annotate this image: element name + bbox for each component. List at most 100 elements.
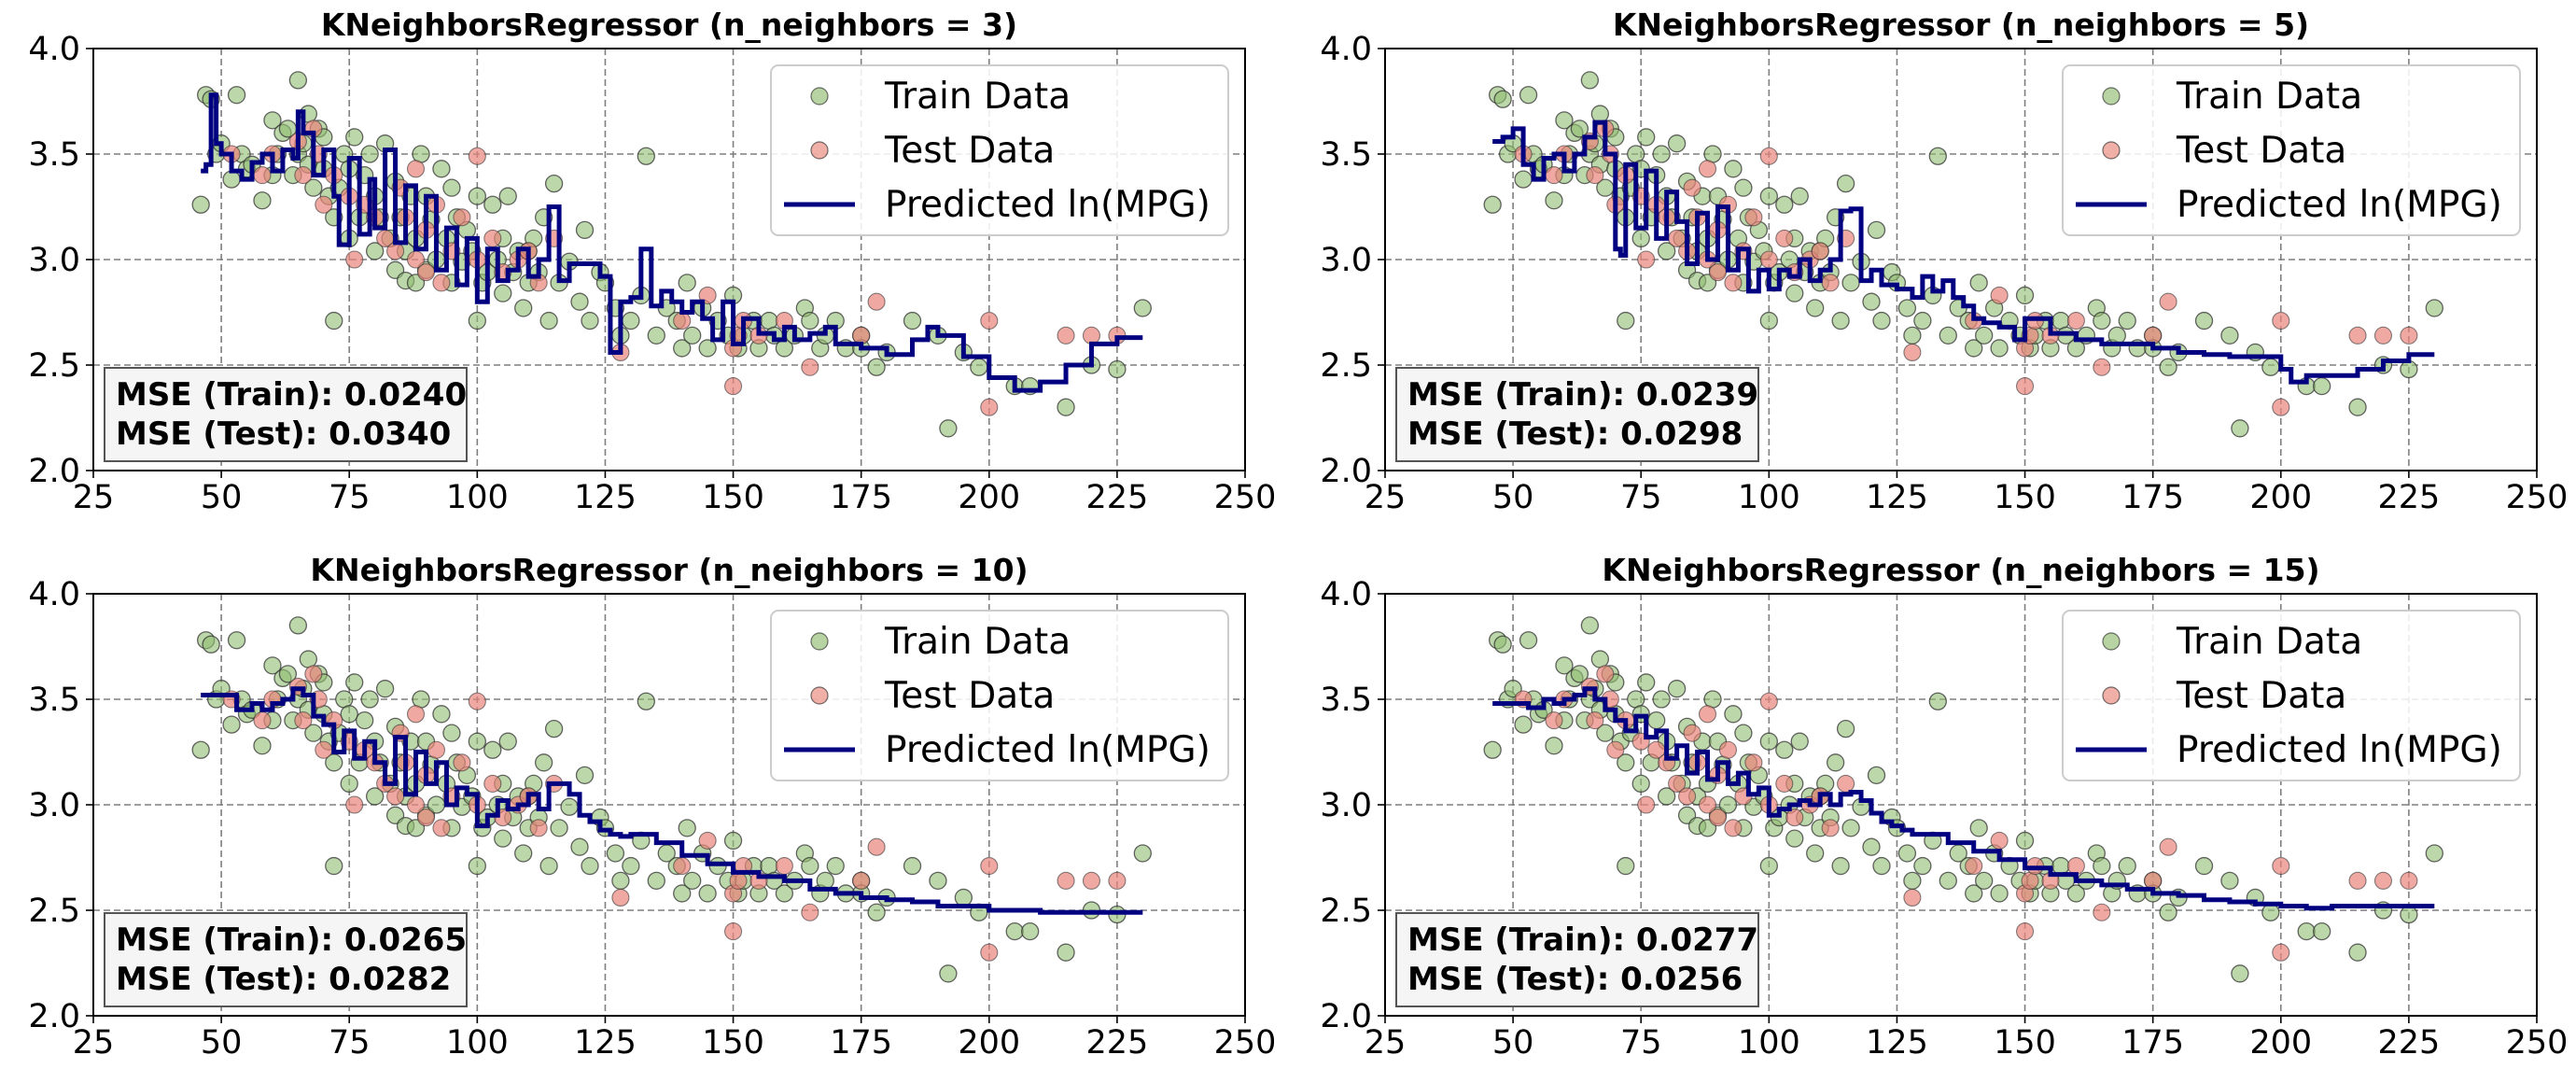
train-point [483, 195, 502, 214]
train-point [325, 856, 343, 876]
legend-label-test: Test Data [2176, 130, 2346, 172]
train-point [867, 903, 886, 921]
test-point [294, 166, 313, 185]
test-point [724, 922, 743, 941]
train-point [2261, 903, 2280, 921]
train-point [622, 856, 640, 876]
train-point [775, 884, 794, 903]
train-point [2425, 299, 2443, 317]
train-point [1897, 844, 1917, 863]
train-point [263, 656, 282, 675]
train-point [222, 170, 241, 189]
train-point [1057, 943, 1075, 962]
train-point [544, 174, 564, 193]
legend-label-prediction: Predicted ln(MPG) [2177, 729, 2502, 771]
legend-label-train: Train Data [2176, 621, 2362, 663]
train-point [432, 705, 451, 724]
train-point [1969, 274, 1988, 292]
train-point [1790, 732, 1809, 751]
x-tick-label: 75 [1620, 479, 1662, 516]
train-point [1703, 145, 1722, 163]
train-point [1657, 787, 1676, 806]
train-point [1596, 724, 1615, 742]
test-point [406, 705, 426, 724]
train-point [647, 871, 665, 891]
test-point [1990, 286, 2009, 304]
train-point [1133, 844, 1152, 863]
mse-train-text: MSE (Train): 0.0240 [116, 376, 467, 414]
y-tick-label: 3.5 [1320, 136, 1372, 174]
train-point [1108, 359, 1127, 379]
x-tick-label: 150 [702, 479, 764, 516]
mse-train-text: MSE (Train): 0.0239 [1407, 376, 1758, 414]
legend-marker-train [2102, 632, 2121, 651]
train-point [2093, 311, 2111, 331]
legend: Train Data Test Data Predicted ln(MPG) [770, 610, 1229, 781]
test-point [775, 856, 793, 876]
y-tick-label: 4.0 [28, 31, 80, 68]
train-point [1785, 829, 1804, 848]
test-point [980, 398, 999, 416]
train-point [1617, 753, 1635, 772]
train-point [1617, 856, 1635, 876]
train-point [2313, 376, 2331, 396]
test-point [1837, 774, 1855, 793]
train-point [1759, 311, 1778, 331]
train-point [356, 710, 374, 730]
test-point [1698, 795, 1717, 814]
train-point [1718, 795, 1738, 814]
train-point [1590, 105, 1609, 123]
train-point [1841, 819, 1860, 837]
train-point [1652, 145, 1671, 163]
train-point [1021, 921, 1040, 941]
test-point [2348, 871, 2367, 890]
mse-train-text: MSE (Train): 0.0277 [1407, 921, 1758, 959]
chart-title: KNeighborsRegressor (n_neighbors = 10) [310, 552, 1028, 588]
axes-frame [1384, 48, 2538, 471]
test-point [1637, 795, 1656, 814]
legend-marker-test [810, 141, 829, 160]
train-point [1493, 635, 1512, 654]
test-point [1744, 208, 1763, 227]
chart-title: KNeighborsRegressor (n_neighbors = 15) [1602, 552, 2319, 588]
train-point [903, 311, 922, 331]
train-point [304, 178, 323, 197]
legend-marker-test [810, 686, 829, 705]
train-point [1806, 299, 1825, 317]
x-tick-label: 150 [702, 1024, 764, 1062]
test-point [416, 809, 436, 827]
train-point [202, 635, 220, 654]
train-point [1514, 715, 1533, 734]
train-point [570, 837, 589, 856]
train-point [1631, 229, 1650, 248]
test-point [2016, 922, 2035, 941]
train-point [514, 844, 533, 863]
train-point [2348, 398, 2367, 416]
train-point [2118, 856, 2136, 876]
test-point [1057, 871, 1075, 890]
train-point [2066, 884, 2086, 903]
test-point [2066, 311, 2085, 331]
train-point [299, 650, 317, 668]
train-point [412, 690, 430, 709]
train-point [1519, 631, 1538, 650]
test-point [980, 856, 999, 876]
test-point [2159, 292, 2177, 311]
train-point [1836, 174, 1855, 193]
train-point [1990, 884, 2009, 903]
train-point [903, 856, 922, 876]
y-tick-label: 4.0 [1320, 576, 1372, 613]
prediction-line [1492, 120, 2435, 385]
train-point [678, 819, 696, 837]
train-point [1493, 90, 1512, 108]
train-point [494, 829, 512, 848]
train-point [1617, 311, 1635, 331]
train-point [1545, 737, 1563, 755]
test-point [1586, 711, 1604, 730]
test-point [304, 665, 323, 683]
train-point [2220, 326, 2239, 345]
x-tick-label: 225 [2377, 1024, 2440, 1062]
